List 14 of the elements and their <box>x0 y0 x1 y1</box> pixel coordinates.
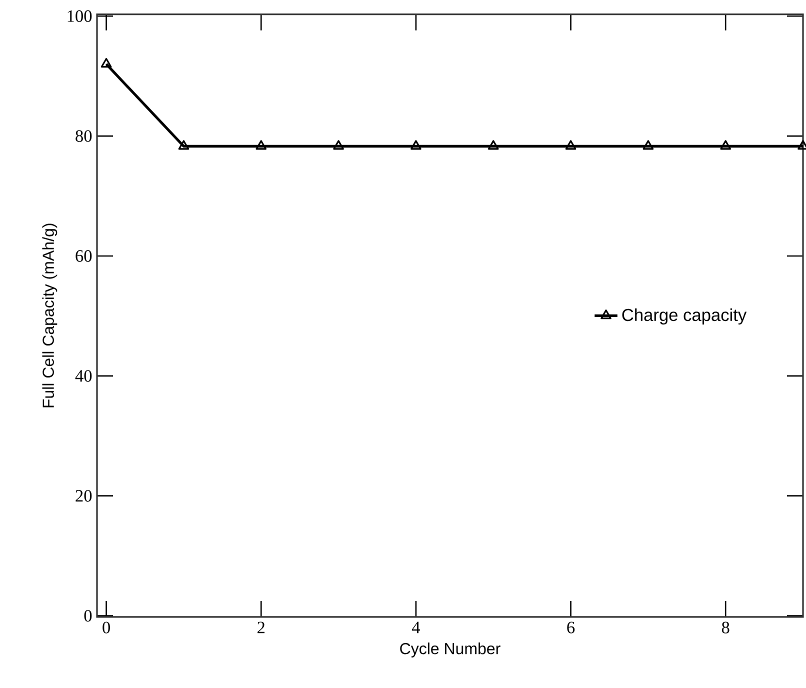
y-axis-title: Full Cell Capacity (mAh/g) <box>42 224 58 408</box>
y-tick-label: 0 <box>84 610 92 622</box>
x-axis-title: Cycle Number <box>400 642 500 658</box>
y-tick-label: 20 <box>76 490 92 502</box>
legend-label: Charge capacity <box>622 308 747 325</box>
x-tick-label: 0 <box>102 622 110 634</box>
y-tick-label: 100 <box>68 10 92 22</box>
x-tick-label: 8 <box>722 622 730 634</box>
y-tick-label: 40 <box>75 370 92 382</box>
x-tick-label: 4 <box>412 622 420 634</box>
y-tick-label: 60 <box>76 250 92 262</box>
y-tick-label: 80 <box>76 130 92 142</box>
x-tick-label: 6 <box>567 622 575 634</box>
x-tick-label: 2 <box>258 622 265 634</box>
